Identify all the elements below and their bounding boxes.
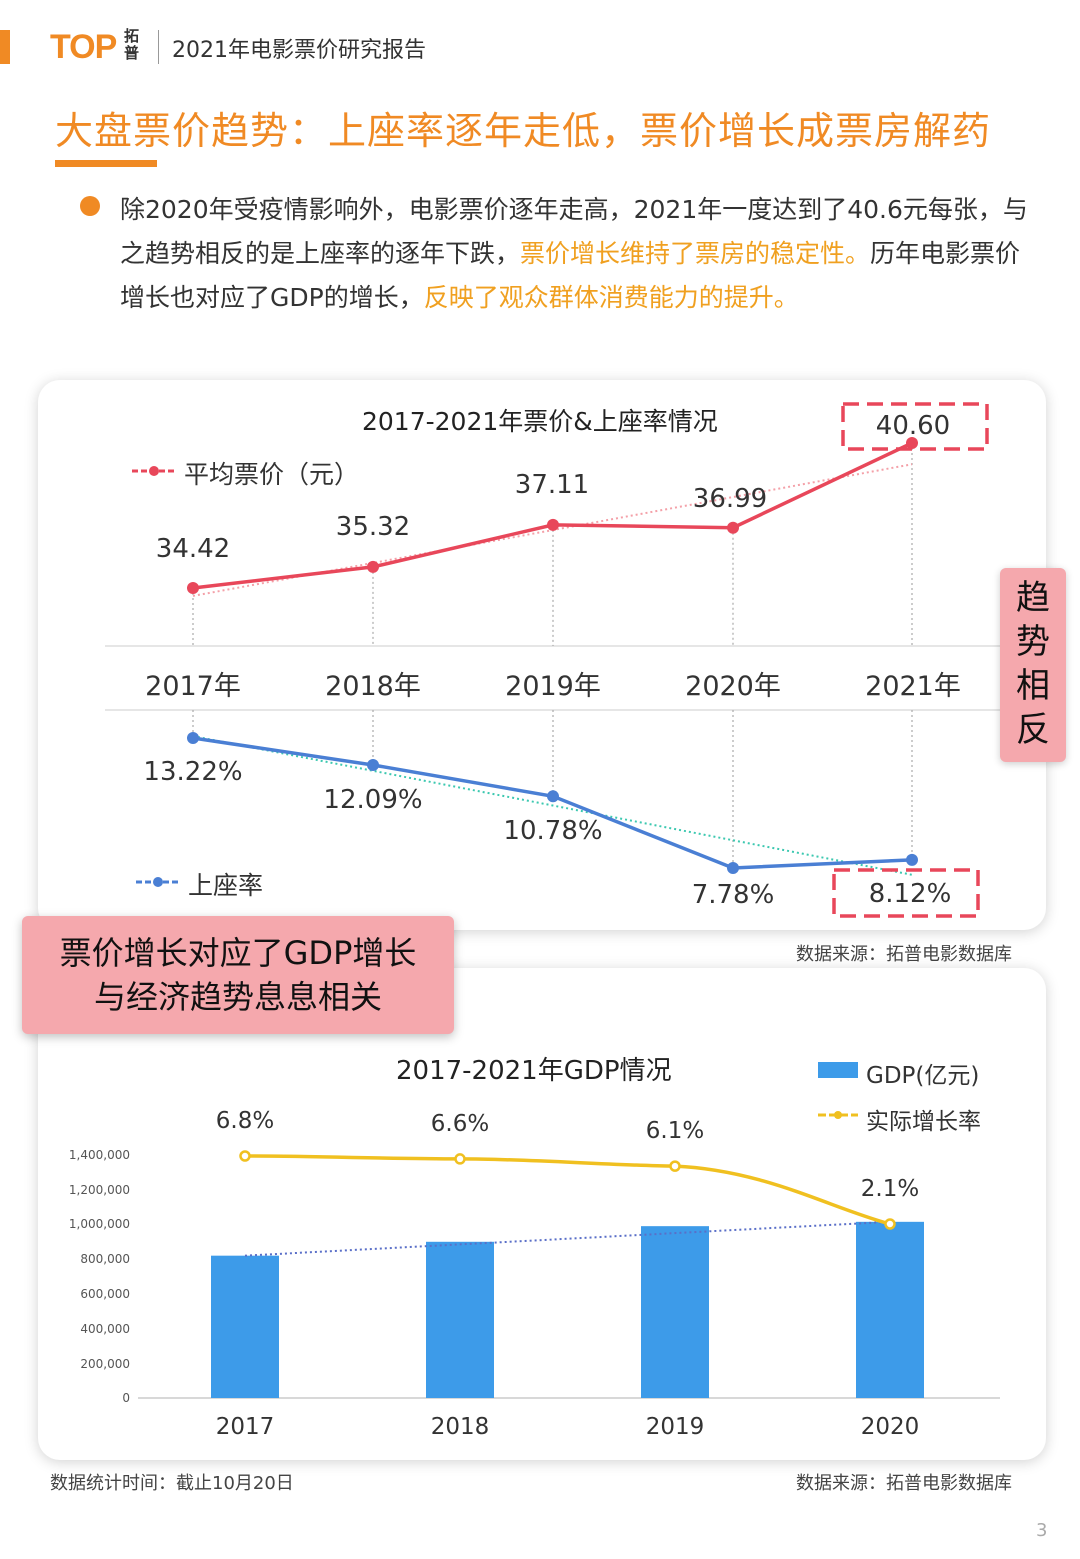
year-label-2019: 2019年 [505, 671, 601, 702]
growth-rate-point [454, 1153, 466, 1165]
growth-label-2017: 6.8% [215, 1108, 275, 1134]
year-label-2021: 2021年 [865, 671, 961, 702]
occupancy-point [547, 790, 559, 803]
callout-line-2: 与经济趋势息息相关 [93, 978, 382, 1016]
gdp-callout-box: 票价增长对应了GDP增长 与经济趋势息息相关 [22, 916, 454, 1034]
ytick: 800,000 [80, 1252, 130, 1266]
growth-rate-point [669, 1160, 681, 1172]
data-source-1: 数据来源：拓普电影数据库 [796, 944, 1012, 965]
price-label-2020: 36.99 [692, 484, 768, 514]
legend-price-label: 平均票价（元） [184, 460, 360, 489]
chart1-title: 2017-2021年票价&上座率情况 [362, 407, 718, 436]
gdp-year-2019: 2019 [645, 1414, 705, 1440]
gdp-bar [856, 1221, 924, 1398]
top-logo: TOP [50, 28, 117, 66]
year-label-2020: 2020年 [685, 671, 781, 702]
highlight-box-price-2021 [841, 402, 989, 451]
occupancy-label-2020: 7.78% [691, 880, 775, 910]
ytick: 0 [122, 1391, 130, 1405]
badge-char-4: 反 [1016, 710, 1050, 750]
gdp-year-2020: 2020 [860, 1414, 920, 1440]
occupancy-point [906, 853, 918, 866]
para-highlight-2: 反映了观众群体消费能力的提升。 [423, 283, 799, 312]
ytick: 1,200,000 [68, 1183, 130, 1197]
gdp-bar [211, 1255, 279, 1398]
para-part2: 历年电影票价增长也对应了GDP的增长， [120, 239, 1021, 312]
legend-gdp-swatch [818, 1062, 858, 1078]
data-source-2: 数据来源：拓普电影数据库 [796, 1473, 1012, 1494]
growth-rate-point [884, 1218, 896, 1230]
growth-label-2018: 6.6% [430, 1111, 490, 1137]
legend-gdp-label: GDP(亿元) [866, 1063, 980, 1089]
header-accent-bar [0, 30, 10, 64]
occupancy-point [727, 862, 739, 874]
ytick: 1,400,000 [68, 1148, 130, 1162]
header-divider [158, 30, 159, 64]
badge-char-1: 趋 [1016, 578, 1050, 618]
occupancy-label-2019: 10.78% [503, 816, 603, 846]
price-label-2019: 37.11 [514, 470, 590, 500]
legend-growth-dot [834, 1111, 842, 1119]
legend-growth-label: 实际增长率 [866, 1109, 981, 1135]
price-point [906, 437, 918, 449]
stat-time-note: 数据统计时间：截止10月20日 [50, 1473, 294, 1494]
report-title: 2021年电影票价研究报告 [172, 38, 426, 63]
gdp-year-2018: 2018 [430, 1414, 490, 1440]
occupancy-trendline [192, 735, 913, 876]
price-label-2017: 34.42 [155, 534, 231, 564]
year-label-2018: 2018年 [325, 671, 421, 702]
title-underline [55, 160, 157, 167]
year-label-2017: 2017年 [145, 671, 241, 702]
highlight-box-occupancy-2021 [832, 868, 980, 918]
badge-char-3: 相 [1016, 666, 1050, 706]
legend-occupancy-label: 上座率 [188, 871, 264, 900]
price-point [187, 582, 199, 594]
bullet-dot [80, 196, 100, 216]
legend-price-dot [149, 466, 159, 476]
ytick: 400,000 [80, 1322, 130, 1336]
logo-cn-text: 拓普 [124, 27, 140, 62]
callout-line-1: 票价增长对应了GDP增长 [59, 934, 417, 972]
chart2-title: 2017-2021年GDP情况 [396, 1056, 672, 1086]
para-highlight-1: 票价增长维持了票房的稳定性。 [520, 239, 871, 268]
gdp-trendline [244, 1220, 891, 1257]
price-label-2021: 40.60 [875, 411, 951, 441]
growth-rate-point [239, 1150, 251, 1162]
growth-label-2019: 6.1% [645, 1118, 705, 1144]
occupancy-label-2017: 13.22% [143, 757, 243, 787]
occupancy-point [367, 759, 379, 772]
ytick: 600,000 [80, 1287, 130, 1301]
growth-rate-line [244, 1154, 891, 1226]
price-point [367, 560, 379, 573]
price-point [727, 521, 739, 534]
legend-occupancy-dot [153, 877, 163, 887]
gdp-bar [641, 1226, 709, 1398]
occupancy-label-2021: 8.12% [868, 879, 952, 909]
trend-opposite-badge: 趋势相反 [1000, 568, 1066, 762]
ytick: 200,000 [80, 1357, 130, 1371]
page-title: 大盘票价趋势：上座率逐年走低，票价增长成票房解药 [55, 109, 992, 153]
page-number: 3 [1036, 1520, 1048, 1541]
price-occupancy-card [38, 380, 1046, 930]
gdp-bar [426, 1241, 494, 1398]
gdp-year-2017: 2017 [215, 1414, 275, 1440]
summary-paragraph: 除2020年受疫情影响外，电影票价逐年走高，2021年一度达到了40.6元每张，… [120, 188, 1030, 320]
ytick: 1,000,000 [68, 1217, 130, 1231]
badge-char-2: 势 [1016, 622, 1050, 662]
occupancy-point [187, 732, 199, 744]
price-label-2018: 35.32 [335, 512, 411, 542]
price-point [547, 518, 559, 531]
occupancy-label-2018: 12.09% [323, 785, 423, 815]
growth-label-2020: 2.1% [860, 1176, 920, 1202]
para-part1: 除2020年受疫情影响外，电影票价逐年走高，2021年一度达到了40.6元每张，… [120, 195, 1028, 268]
